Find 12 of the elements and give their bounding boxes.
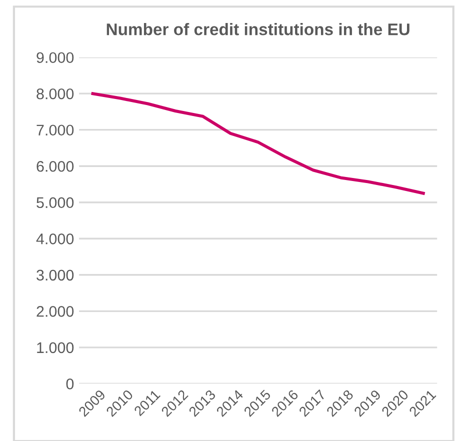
y-tick-label: 5.000	[36, 197, 74, 208]
chart-title: Number of credit institutions in the EU	[106, 23, 410, 36]
y-tick-label: 2.000	[36, 306, 74, 317]
y-tick-label: 3.000	[36, 270, 74, 281]
y-tick-label: 6.000	[36, 160, 74, 172]
line-series	[91, 92, 425, 195]
y-tick-label: 4.000	[36, 234, 74, 244]
y-tick-label: 8.000	[36, 88, 74, 100]
y-tick-label: 0	[66, 378, 74, 390]
y-tick-label: 1.000	[37, 342, 74, 354]
y-tick-label: 9.000	[36, 52, 74, 64]
y-tick-label: 7.000	[36, 124, 74, 136]
